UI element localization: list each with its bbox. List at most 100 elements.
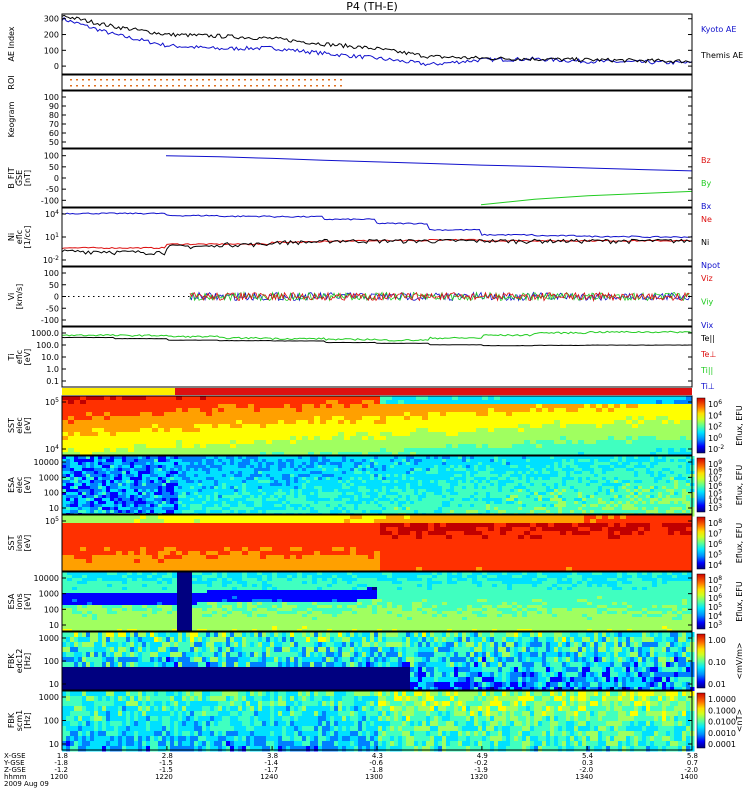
sst_e-cell (326, 404, 333, 409)
esa_e-cell (566, 459, 571, 463)
sst_e-cell (248, 436, 255, 441)
esa_e-cell (150, 483, 155, 487)
esa_e-cell (254, 483, 259, 487)
sst_e-cell (494, 404, 501, 409)
esa_e-cell (242, 483, 247, 487)
sst_e-cell (194, 420, 201, 425)
esa_e-cell (610, 465, 615, 469)
sst_e-cell (584, 400, 591, 405)
esa_e-cell (290, 465, 295, 469)
sst_e-cell (614, 436, 621, 441)
sst_e-cell (296, 416, 303, 421)
esa_e-cell (662, 462, 667, 466)
sst_e-cell (422, 412, 429, 417)
sst_i-cell (134, 567, 141, 572)
esa_e-cell (126, 498, 131, 502)
esa_e-cell (194, 498, 199, 502)
esa_e-cell (554, 495, 559, 499)
sst_e-cell (470, 408, 477, 413)
sst_e-cell (158, 404, 165, 409)
esa_e-cell (566, 495, 571, 499)
esa_e-cell (170, 462, 175, 466)
sst_e-cell (170, 428, 177, 433)
esa_e-cell (66, 456, 71, 460)
sst_e-cell (674, 408, 681, 413)
esa_e-cell (98, 459, 103, 463)
esa_e-cell (678, 477, 683, 481)
esa_e-cell (518, 459, 523, 463)
esa_e-cell (506, 498, 511, 502)
sst_e-cell (164, 396, 171, 401)
sst_e-cell (122, 440, 129, 445)
esa_e-cell (574, 456, 579, 460)
esa_e-cell (390, 477, 395, 481)
sst_e-cell (494, 408, 501, 413)
sst_e-cell (470, 440, 477, 445)
sst_i-cell (122, 567, 129, 572)
sst_i-cell (98, 519, 105, 524)
esa_e-cell (594, 456, 599, 460)
esa_e-cell (594, 510, 599, 514)
sst_e-cell (200, 432, 207, 437)
esa_e-cell (342, 474, 347, 478)
esa_e-cell (126, 462, 131, 466)
esa_e-cell (510, 507, 515, 511)
esa_e-cell (670, 477, 675, 481)
esa_e-cell (442, 507, 447, 511)
sst_e-cell (68, 428, 75, 433)
esa_e-cell (282, 474, 287, 478)
sst_e-cell (110, 416, 117, 421)
esa_e-cell (574, 471, 579, 475)
esa_e-cell (222, 492, 227, 496)
esa_e-cell (382, 501, 387, 505)
sst_e-cell (560, 440, 567, 445)
esa_e-cell (270, 477, 275, 481)
esa_e-cell (178, 492, 183, 496)
esa_e-cell (582, 483, 587, 487)
esa_e-cell (466, 465, 471, 469)
sst_e-cell (572, 420, 579, 425)
esa_e-cell (418, 483, 423, 487)
esa_e-cell (462, 489, 467, 493)
esa_e-cell (138, 498, 143, 502)
esa_e-cell (366, 507, 371, 511)
sst_e-cell (662, 412, 669, 417)
sst_e-cell (308, 416, 315, 421)
sst_e-cell (302, 436, 309, 441)
esa_e-cell (102, 486, 107, 490)
sst_e-cell (356, 448, 363, 453)
sst_e-cell (206, 408, 213, 413)
esa_e-cell (370, 501, 375, 505)
esa_e-cell (198, 483, 203, 487)
esa_e-cell (386, 510, 391, 514)
esa_e-cell (222, 477, 227, 481)
sst_i-cell (86, 531, 93, 536)
esa_e-cell (678, 483, 683, 487)
esa_e-cell (514, 504, 519, 508)
esa_e-cell (518, 495, 523, 499)
sst_i-cell (146, 567, 153, 572)
sst_e-cell (176, 436, 183, 441)
sst_e-cell (146, 444, 153, 449)
sst_e-cell (242, 424, 249, 429)
esa_e-cell (478, 465, 483, 469)
esa_e-cell (334, 456, 339, 460)
sst_e-cell (206, 448, 213, 453)
esa_e-cell (614, 498, 619, 502)
esa_e-cell (462, 477, 467, 481)
esa_e-cell (402, 498, 407, 502)
sst_e-cell (116, 400, 123, 405)
esa_e-cell (62, 456, 67, 460)
sst_i-cell (92, 559, 99, 564)
esa_e-cell (238, 468, 243, 472)
esa_e-cell (578, 480, 583, 484)
esa_e-cell (110, 483, 115, 487)
sst_e-cell (392, 412, 399, 417)
esa_e-cell (606, 465, 611, 469)
esa_e-cell (622, 459, 627, 463)
sst_e-cell (338, 436, 345, 441)
esa_e-cell (666, 510, 671, 514)
sst_i-cell (164, 563, 171, 568)
sst_e-cell (662, 432, 669, 437)
sst_e-cell (674, 416, 681, 421)
